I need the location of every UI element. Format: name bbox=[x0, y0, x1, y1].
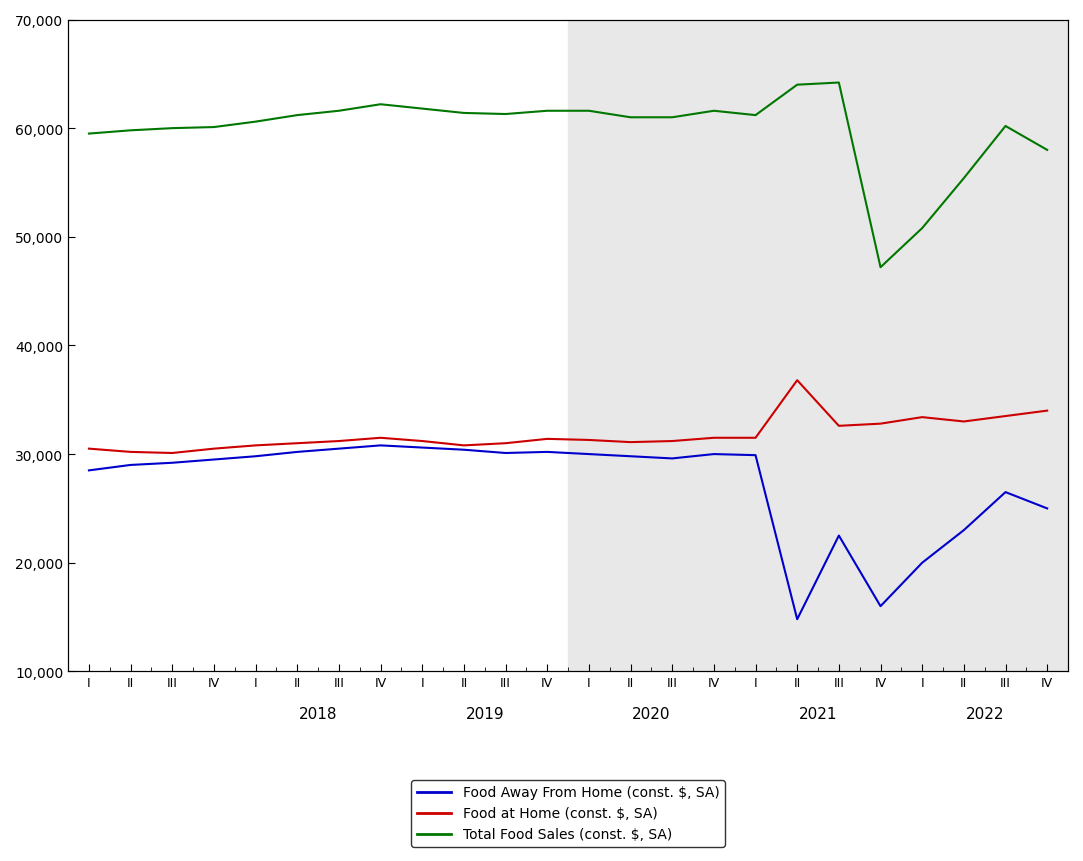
Food Away From Home (const. $, SA) bbox=[166, 458, 179, 468]
Food Away From Home (const. $, SA) bbox=[208, 455, 221, 465]
Food at Home (const. $, SA) bbox=[957, 417, 970, 427]
Food at Home (const. $, SA) bbox=[374, 433, 387, 443]
Total Food Sales (const. $, SA) bbox=[583, 107, 596, 117]
Food Away From Home (const. $, SA) bbox=[125, 461, 138, 471]
Total Food Sales (const. $, SA) bbox=[332, 107, 345, 117]
Food Away From Home (const. $, SA) bbox=[82, 466, 95, 476]
Text: 2019: 2019 bbox=[466, 706, 504, 722]
Total Food Sales (const. $, SA) bbox=[707, 107, 720, 117]
Food Away From Home (const. $, SA) bbox=[290, 447, 303, 457]
Food at Home (const. $, SA) bbox=[416, 437, 429, 447]
Total Food Sales (const. $, SA) bbox=[166, 124, 179, 134]
Total Food Sales (const. $, SA) bbox=[249, 117, 262, 127]
Food at Home (const. $, SA) bbox=[791, 375, 804, 386]
Food Away From Home (const. $, SA) bbox=[833, 530, 846, 541]
Food Away From Home (const. $, SA) bbox=[416, 443, 429, 453]
Food Away From Home (const. $, SA) bbox=[374, 441, 387, 451]
Food Away From Home (const. $, SA) bbox=[707, 449, 720, 460]
Text: 2018: 2018 bbox=[299, 706, 337, 722]
Food at Home (const. $, SA) bbox=[290, 438, 303, 449]
Total Food Sales (const. $, SA) bbox=[82, 129, 95, 139]
Food at Home (const. $, SA) bbox=[624, 437, 637, 448]
Total Food Sales (const. $, SA) bbox=[916, 224, 929, 234]
Total Food Sales (const. $, SA) bbox=[624, 113, 637, 123]
Food at Home (const. $, SA) bbox=[833, 421, 846, 431]
Total Food Sales (const. $, SA) bbox=[874, 263, 887, 273]
Food at Home (const. $, SA) bbox=[999, 412, 1012, 422]
Food at Home (const. $, SA) bbox=[874, 419, 887, 430]
Food Away From Home (const. $, SA) bbox=[624, 451, 637, 461]
Total Food Sales (const. $, SA) bbox=[457, 108, 470, 119]
Total Food Sales (const. $, SA) bbox=[791, 80, 804, 90]
Total Food Sales (const. $, SA) bbox=[1041, 146, 1054, 156]
Line: Total Food Sales (const. $, SA): Total Food Sales (const. $, SA) bbox=[89, 84, 1047, 268]
Food at Home (const. $, SA) bbox=[583, 436, 596, 446]
Food Away From Home (const. $, SA) bbox=[249, 451, 262, 461]
Food Away From Home (const. $, SA) bbox=[1041, 504, 1054, 514]
Total Food Sales (const. $, SA) bbox=[540, 107, 553, 117]
Food at Home (const. $, SA) bbox=[457, 441, 470, 451]
Text: 2022: 2022 bbox=[965, 706, 1004, 722]
Food at Home (const. $, SA) bbox=[540, 434, 553, 444]
Total Food Sales (const. $, SA) bbox=[749, 111, 762, 121]
Food at Home (const. $, SA) bbox=[208, 444, 221, 455]
Food Away From Home (const. $, SA) bbox=[999, 487, 1012, 498]
Food at Home (const. $, SA) bbox=[749, 433, 762, 443]
Total Food Sales (const. $, SA) bbox=[374, 100, 387, 110]
Total Food Sales (const. $, SA) bbox=[290, 111, 303, 121]
Food at Home (const. $, SA) bbox=[707, 433, 720, 443]
Food Away From Home (const. $, SA) bbox=[916, 558, 929, 568]
Food Away From Home (const. $, SA) bbox=[957, 525, 970, 536]
Text: 2020: 2020 bbox=[632, 706, 670, 722]
Food at Home (const. $, SA) bbox=[1041, 406, 1054, 417]
Line: Food at Home (const. $, SA): Food at Home (const. $, SA) bbox=[89, 381, 1047, 454]
Total Food Sales (const. $, SA) bbox=[957, 174, 970, 184]
Food at Home (const. $, SA) bbox=[125, 447, 138, 457]
Food at Home (const. $, SA) bbox=[499, 438, 512, 449]
Food Away From Home (const. $, SA) bbox=[332, 444, 345, 455]
Food at Home (const. $, SA) bbox=[916, 412, 929, 423]
Food Away From Home (const. $, SA) bbox=[749, 450, 762, 461]
Food at Home (const. $, SA) bbox=[249, 441, 262, 451]
Total Food Sales (const. $, SA) bbox=[499, 109, 512, 120]
Food Away From Home (const. $, SA) bbox=[874, 601, 887, 611]
Total Food Sales (const. $, SA) bbox=[666, 113, 679, 123]
Food Away From Home (const. $, SA) bbox=[666, 454, 679, 464]
Food Away From Home (const. $, SA) bbox=[499, 449, 512, 459]
Food at Home (const. $, SA) bbox=[166, 449, 179, 459]
Total Food Sales (const. $, SA) bbox=[833, 78, 846, 89]
Total Food Sales (const. $, SA) bbox=[208, 123, 221, 133]
Food Away From Home (const. $, SA) bbox=[540, 447, 553, 457]
Food at Home (const. $, SA) bbox=[82, 444, 95, 455]
Food Away From Home (const. $, SA) bbox=[791, 615, 804, 625]
Legend: Food Away From Home (const. $, SA), Food at Home (const. $, SA), Total Food Sale: Food Away From Home (const. $, SA), Food… bbox=[412, 780, 725, 847]
Food at Home (const. $, SA) bbox=[666, 437, 679, 447]
Food Away From Home (const. $, SA) bbox=[457, 445, 470, 455]
Total Food Sales (const. $, SA) bbox=[999, 121, 1012, 132]
Food Away From Home (const. $, SA) bbox=[583, 449, 596, 460]
Food at Home (const. $, SA) bbox=[332, 437, 345, 447]
Total Food Sales (const. $, SA) bbox=[416, 104, 429, 115]
Total Food Sales (const. $, SA) bbox=[125, 126, 138, 136]
Line: Food Away From Home (const. $, SA): Food Away From Home (const. $, SA) bbox=[89, 446, 1047, 620]
Text: 2021: 2021 bbox=[799, 706, 837, 722]
Bar bbox=[569, 21, 1068, 672]
